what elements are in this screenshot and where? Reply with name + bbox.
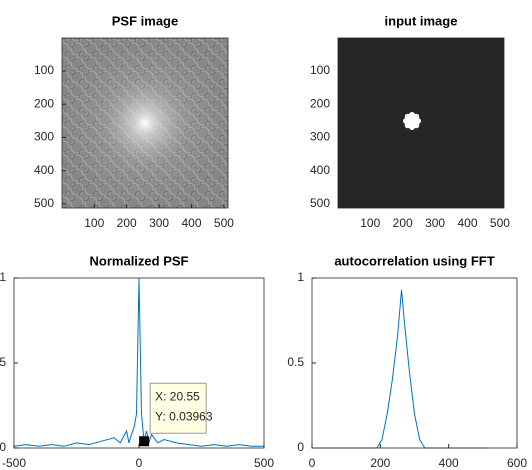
y-tick-label: 400 xyxy=(310,163,330,177)
axes-box xyxy=(13,277,265,449)
x-tick-label: 300 xyxy=(149,216,169,230)
y-tick-label: 500 xyxy=(34,196,54,210)
x-tick-label: 200 xyxy=(393,216,413,230)
x-tick-label: 200 xyxy=(370,456,390,470)
y-tick-label: 300 xyxy=(310,130,330,144)
y-tick-label: 300 xyxy=(34,130,54,144)
y-tick-label: 0 xyxy=(0,440,6,454)
x-tick-label: 100 xyxy=(360,216,380,230)
x-tick-label: 200 xyxy=(117,216,137,230)
chart-title: autocorrelation using FFT xyxy=(334,253,494,268)
datatip-box xyxy=(149,382,207,434)
datatip-y: Y: 0.03963 xyxy=(155,409,213,423)
y-tick-label: 1 xyxy=(0,270,6,284)
axes-box xyxy=(337,37,505,209)
y-tick-label: 100 xyxy=(34,63,54,77)
datatip-marker xyxy=(139,436,150,447)
x-tick-label: 500 xyxy=(490,216,510,230)
chart-title: input image xyxy=(385,13,458,28)
x-tick-label: 0 xyxy=(136,456,143,470)
chart-title: Normalized PSF xyxy=(90,253,189,268)
axes-box xyxy=(311,277,518,449)
x-tick-label: 400 xyxy=(182,216,202,230)
x-tick-label: 0 xyxy=(309,456,316,470)
y-tick-label: 500 xyxy=(310,196,330,210)
x-tick-label: 500 xyxy=(214,216,234,230)
y-tick-label: 0.5 xyxy=(287,355,304,369)
y-tick-label: 1 xyxy=(297,270,304,284)
input-image xyxy=(338,38,504,208)
psf-image xyxy=(62,38,228,208)
line xyxy=(13,277,264,447)
line xyxy=(312,289,487,449)
y-tick-label: 0 xyxy=(297,440,304,454)
x-tick-label: 600 xyxy=(507,456,527,470)
chart-title: PSF image xyxy=(112,13,178,28)
y-tick-label: 400 xyxy=(34,163,54,177)
y-tick-label: 100 xyxy=(310,63,330,77)
x-tick-label: 400 xyxy=(439,456,459,470)
x-tick-label: 400 xyxy=(458,216,478,230)
x-tick-label: -500 xyxy=(2,456,26,470)
y-tick-label: 200 xyxy=(34,96,54,110)
y-tick-label: 0.5 xyxy=(0,355,6,369)
datatip-x: X: 20.55 xyxy=(155,389,200,403)
y-tick-label: 200 xyxy=(310,96,330,110)
x-tick-label: 500 xyxy=(254,456,274,470)
axes-box xyxy=(61,37,229,209)
x-tick-label: 300 xyxy=(425,216,445,230)
x-tick-label: 100 xyxy=(84,216,104,230)
